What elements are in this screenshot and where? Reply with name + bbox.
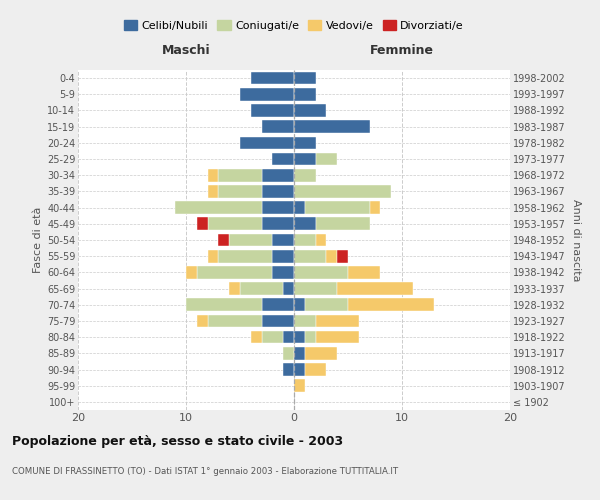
Bar [208, 314, 262, 328]
Bar [294, 250, 326, 262]
Bar [294, 169, 316, 181]
Bar [283, 331, 294, 344]
Text: COMUNE DI FRASSINETTO (TO) - Dati ISTAT 1° gennaio 2003 - Elaborazione TUTTITALI: COMUNE DI FRASSINETTO (TO) - Dati ISTAT … [12, 468, 398, 476]
Bar [218, 250, 272, 262]
Bar [262, 218, 294, 230]
Bar [294, 136, 316, 149]
Bar [251, 331, 262, 344]
Y-axis label: Fasce di età: Fasce di età [32, 207, 43, 273]
Bar [229, 282, 240, 295]
Bar [294, 380, 305, 392]
Bar [294, 234, 316, 246]
Bar [294, 88, 316, 101]
Text: Maschi: Maschi [161, 44, 211, 57]
Bar [294, 298, 305, 311]
Bar [251, 72, 294, 85]
Legend: Celibi/Nubili, Coniugati/e, Vedovi/e, Divorziati/e: Celibi/Nubili, Coniugati/e, Vedovi/e, Di… [119, 16, 469, 36]
Bar [305, 331, 316, 344]
Bar [197, 218, 208, 230]
Bar [294, 120, 370, 133]
Bar [348, 266, 380, 278]
Bar [262, 298, 294, 311]
Bar [208, 169, 218, 181]
Bar [294, 266, 348, 278]
Bar [262, 331, 283, 344]
Bar [305, 202, 370, 214]
Bar [240, 282, 283, 295]
Bar [218, 185, 262, 198]
Y-axis label: Anni di nascita: Anni di nascita [571, 198, 581, 281]
Bar [186, 266, 197, 278]
Bar [262, 185, 294, 198]
Bar [294, 314, 316, 328]
Bar [294, 104, 326, 117]
Bar [175, 202, 262, 214]
Bar [316, 234, 326, 246]
Bar [348, 298, 434, 311]
Bar [294, 185, 391, 198]
Bar [262, 120, 294, 133]
Bar [208, 185, 218, 198]
Bar [251, 104, 294, 117]
Bar [272, 234, 294, 246]
Bar [186, 298, 262, 311]
Bar [305, 347, 337, 360]
Bar [316, 331, 359, 344]
Bar [283, 363, 294, 376]
Bar [305, 298, 348, 311]
Bar [272, 266, 294, 278]
Bar [272, 250, 294, 262]
Bar [262, 169, 294, 181]
Bar [294, 331, 305, 344]
Bar [316, 314, 359, 328]
Bar [294, 72, 316, 85]
Bar [305, 363, 326, 376]
Bar [294, 347, 305, 360]
Bar [316, 218, 370, 230]
Bar [218, 234, 229, 246]
Bar [272, 152, 294, 166]
Bar [283, 347, 294, 360]
Bar [218, 169, 262, 181]
Bar [208, 218, 262, 230]
Bar [294, 282, 337, 295]
Bar [262, 314, 294, 328]
Text: Popolazione per età, sesso e stato civile - 2003: Popolazione per età, sesso e stato civil… [12, 435, 343, 448]
Bar [294, 363, 305, 376]
Bar [294, 202, 305, 214]
Bar [316, 152, 337, 166]
Bar [208, 250, 218, 262]
Bar [197, 314, 208, 328]
Bar [294, 218, 316, 230]
Bar [283, 282, 294, 295]
Text: Femmine: Femmine [370, 44, 434, 57]
Bar [262, 202, 294, 214]
Bar [337, 282, 413, 295]
Bar [229, 234, 272, 246]
Bar [240, 136, 294, 149]
Bar [326, 250, 337, 262]
Bar [197, 266, 272, 278]
Bar [337, 250, 348, 262]
Bar [294, 152, 316, 166]
Bar [240, 88, 294, 101]
Bar [370, 202, 380, 214]
